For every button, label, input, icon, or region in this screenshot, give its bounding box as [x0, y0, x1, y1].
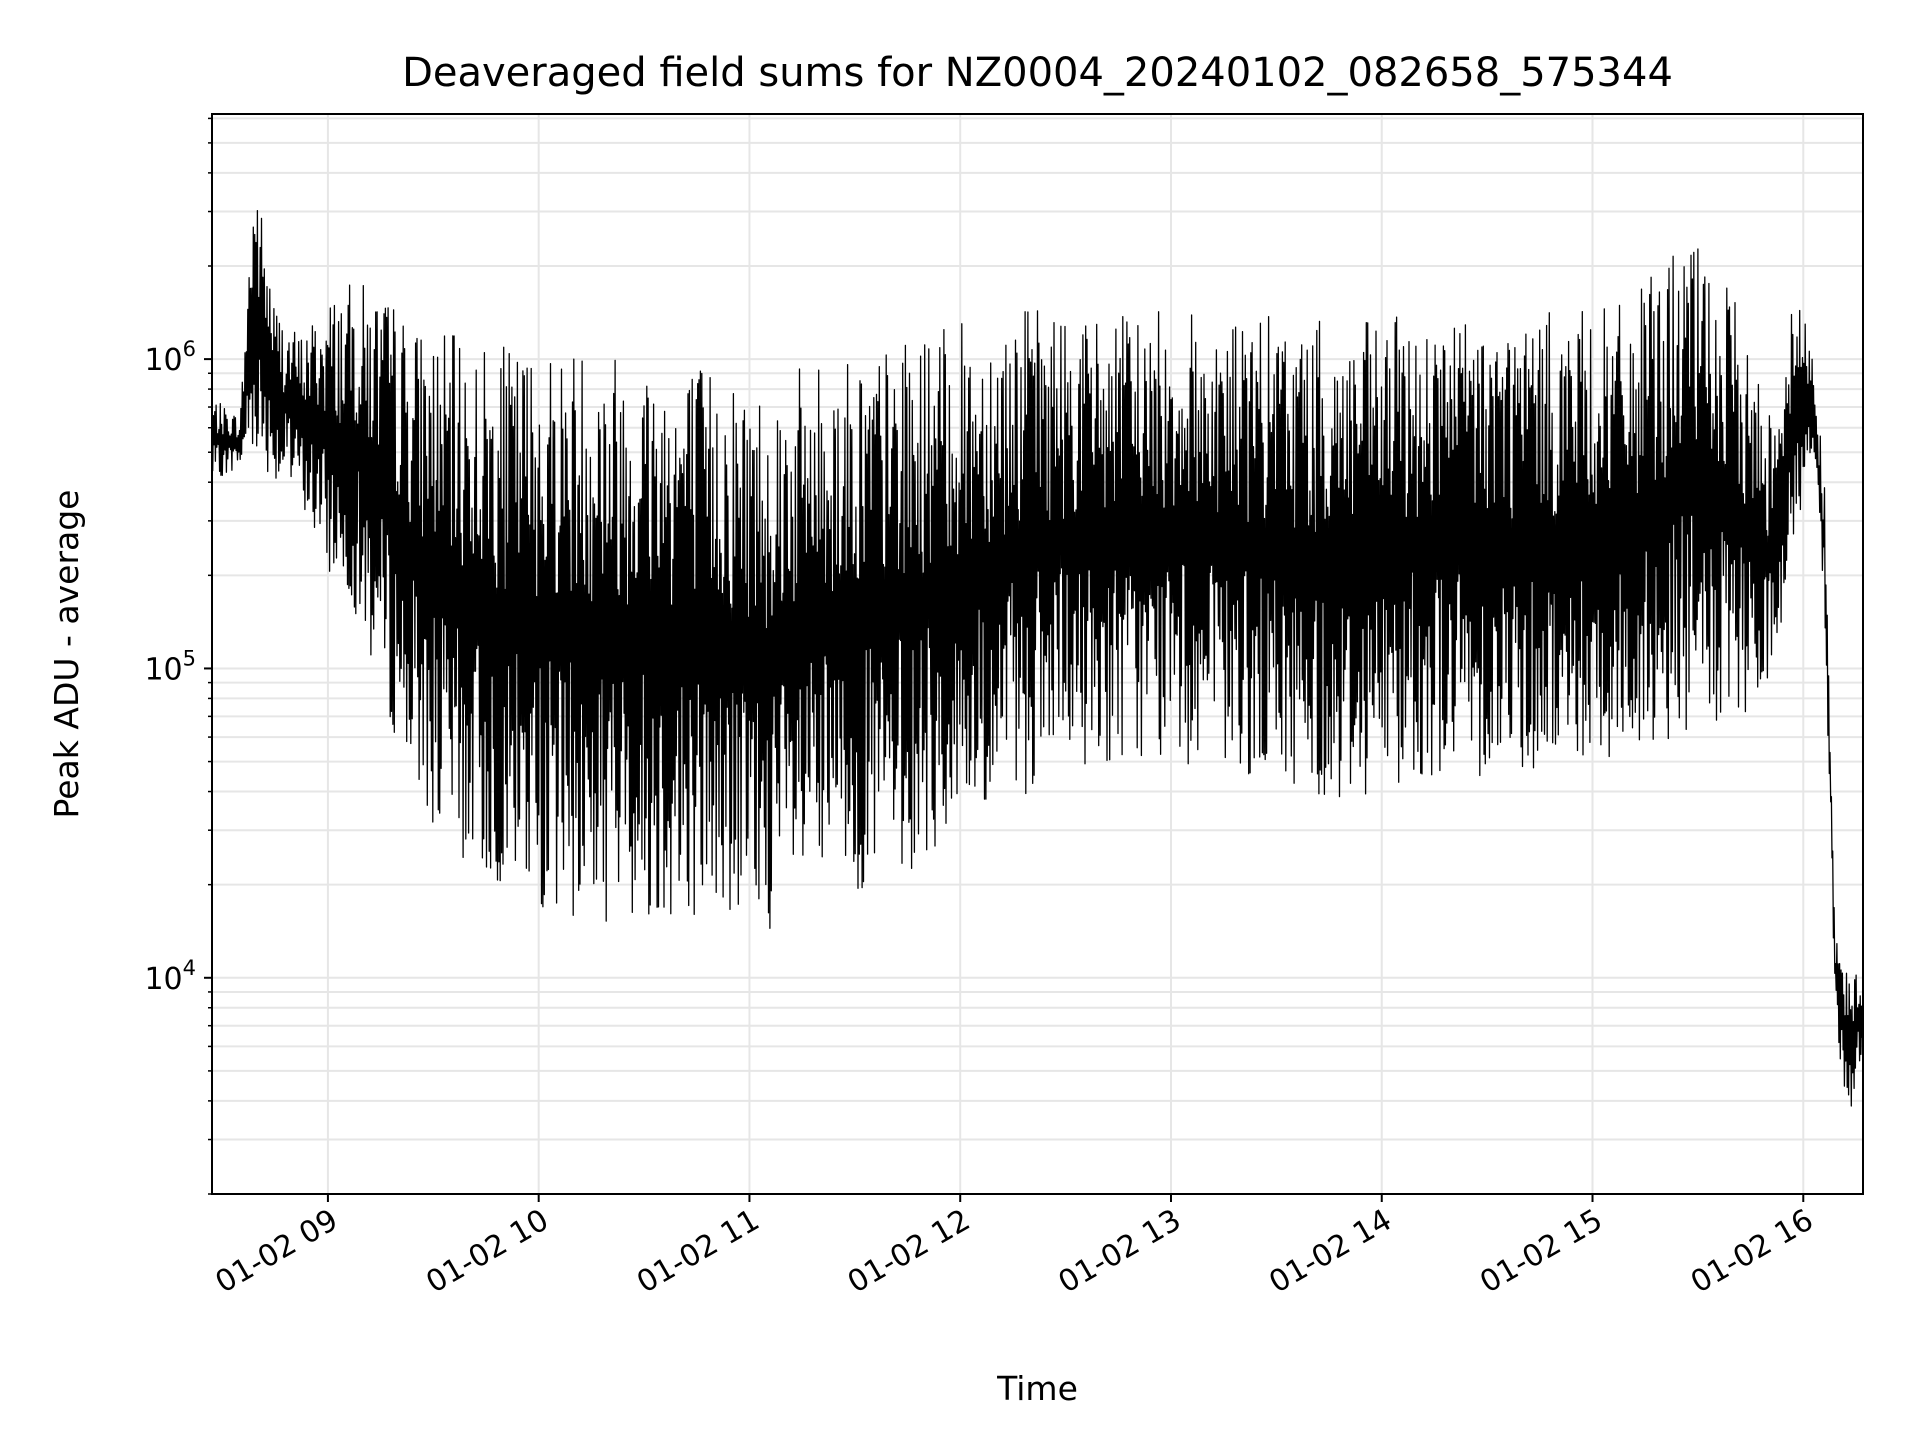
x-axis-label: Time	[996, 1369, 1078, 1408]
y-axis-label: Peak ADU - average	[47, 490, 86, 819]
x-tick-label: 01-02 11	[631, 1203, 765, 1301]
series-line	[211, 209, 1864, 1107]
x-tick-label: 01-02 13	[1053, 1203, 1187, 1301]
chart-title: Deaveraged field sums for NZ0004_2024010…	[402, 50, 1673, 96]
x-tick-label: 01-02 16	[1685, 1203, 1819, 1301]
y-tick-label: 106	[144, 337, 196, 378]
x-tick-label: 01-02 10	[420, 1203, 554, 1301]
series-path	[211, 209, 1864, 1107]
x-tick-label: 01-02 12	[842, 1203, 976, 1301]
x-tick-label: 01-02 14	[1263, 1203, 1397, 1301]
plot-frame	[211, 113, 1864, 1195]
x-tick-label: 01-02 09	[210, 1203, 344, 1301]
y-tick-label: 104	[144, 956, 196, 997]
x-tick-label: 01-02 15	[1474, 1203, 1608, 1301]
y-tick-label: 105	[144, 646, 196, 687]
